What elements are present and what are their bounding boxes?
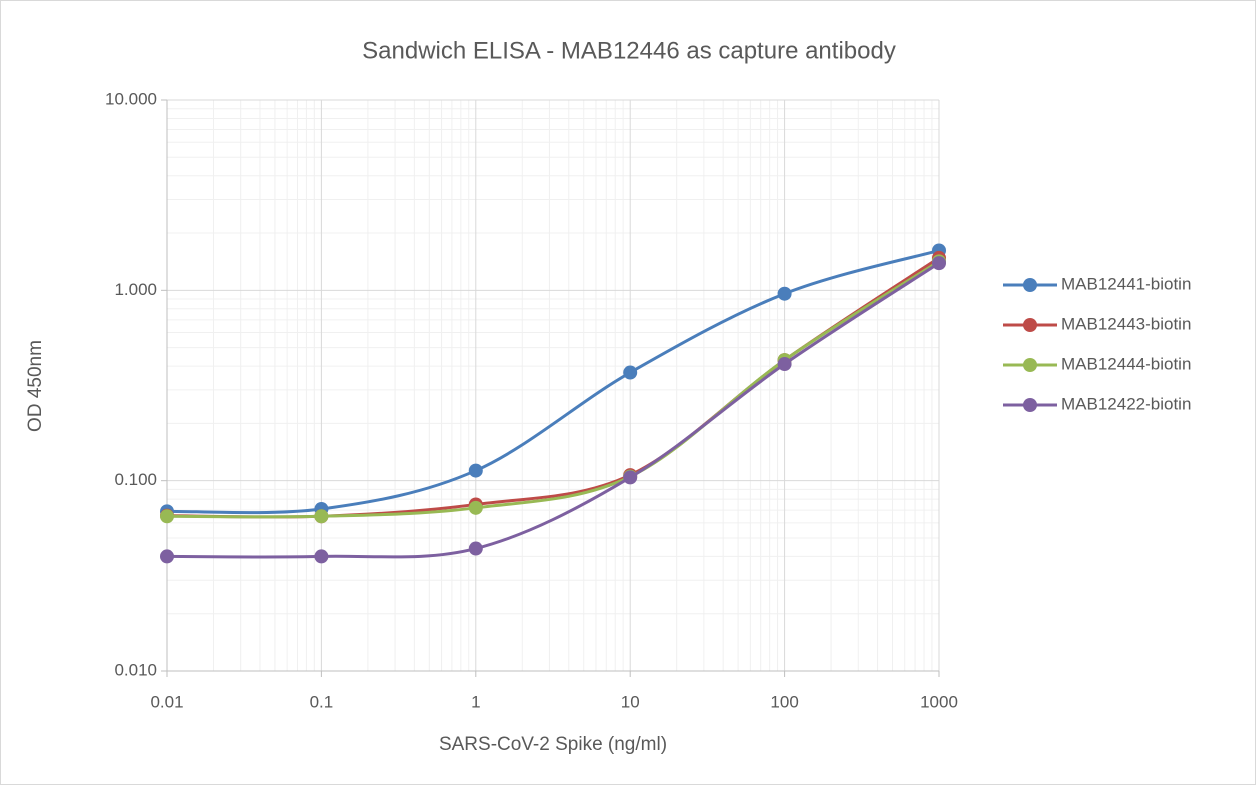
data-point: [160, 549, 174, 564]
data-point: [777, 286, 792, 301]
series-line: [166, 260, 940, 519]
y-tick-label: 10.000: [105, 89, 157, 108]
series-line: [166, 249, 940, 515]
x-axis-title: SARS-CoV-2 Spike (ng/ml): [439, 734, 667, 755]
legend-label: MAB12441-biotin: [1061, 274, 1191, 293]
data-point: [314, 509, 329, 524]
x-tick-label: 100: [770, 692, 798, 711]
data-point: [623, 365, 638, 380]
data-point: [314, 549, 329, 564]
y-tick-label: 0.010: [114, 660, 157, 679]
y-tick-label: 1.000: [114, 280, 157, 299]
legend-label: MAB12443-biotin: [1061, 314, 1191, 333]
data-point: [468, 463, 483, 478]
series-line: [166, 261, 940, 559]
x-tick-label: 10: [621, 692, 640, 711]
legend-marker: [1023, 318, 1037, 332]
x-tick-label: 0.01: [150, 692, 183, 711]
legend-marker: [1023, 358, 1037, 372]
legend-marker: [1023, 398, 1037, 412]
data-point: [777, 357, 792, 372]
legend-marker: [1023, 278, 1037, 292]
data-point: [468, 500, 483, 515]
chart-title: Sandwich ELISA - MAB12446 as capture ant…: [362, 37, 896, 64]
legend-label: MAB12444-biotin: [1061, 354, 1191, 373]
x-tick-label: 1000: [920, 692, 958, 711]
y-axis-title: OD 450nm: [25, 340, 46, 432]
y-tick-label: 0.100: [114, 470, 157, 489]
data-point: [468, 541, 483, 556]
data-point: [623, 470, 638, 485]
x-tick-label: 1: [471, 692, 480, 711]
legend-label: MAB12422-biotin: [1061, 394, 1191, 413]
data-point: [932, 256, 946, 271]
x-tick-label: 0.1: [310, 692, 334, 711]
data-point: [160, 509, 174, 524]
